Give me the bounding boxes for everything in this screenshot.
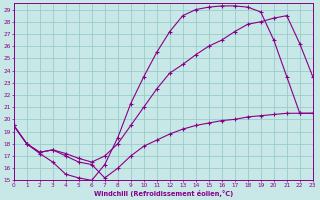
X-axis label: Windchill (Refroidissement éolien,°C): Windchill (Refroidissement éolien,°C) xyxy=(94,190,233,197)
